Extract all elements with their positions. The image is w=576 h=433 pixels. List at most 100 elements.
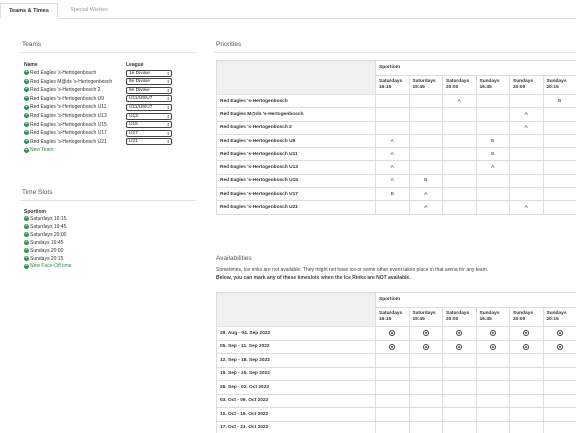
priority-cell[interactable] bbox=[509, 133, 544, 149]
time-slot-label[interactable]: Saturdays 19:45 bbox=[30, 223, 67, 230]
availability-cell[interactable] bbox=[509, 339, 544, 354]
availability-cell[interactable] bbox=[375, 393, 410, 408]
add-circle-icon[interactable]: + bbox=[24, 129, 29, 136]
add-circle-icon[interactable]: + bbox=[24, 112, 29, 119]
availability-cell[interactable] bbox=[408, 407, 443, 422]
radio-checked-icon[interactable] bbox=[422, 343, 429, 350]
availability-cell[interactable] bbox=[442, 353, 477, 368]
radio-checked-icon[interactable] bbox=[389, 343, 396, 350]
add-circle-icon[interactable]: + bbox=[24, 94, 29, 101]
availability-cell[interactable] bbox=[542, 326, 576, 341]
time-slot-label[interactable]: Saturdays 20:00 bbox=[30, 231, 67, 238]
priority-cell[interactable] bbox=[408, 107, 443, 122]
league-select[interactable]: U15 ⇕ bbox=[126, 121, 172, 129]
priority-cell[interactable] bbox=[542, 187, 576, 202]
time-slot-label[interactable]: Sundays 20:00 bbox=[30, 247, 64, 254]
availability-cell[interactable] bbox=[408, 339, 443, 354]
priority-cell[interactable] bbox=[442, 173, 477, 189]
priority-cell[interactable] bbox=[475, 107, 510, 122]
availability-cell[interactable] bbox=[542, 339, 576, 354]
priority-cell[interactable]: A bbox=[509, 200, 544, 215]
league-select[interactable]: U21 ⇕ bbox=[126, 138, 172, 146]
add-circle-icon[interactable]: + bbox=[24, 246, 29, 253]
priority-cell[interactable] bbox=[542, 147, 576, 162]
priority-cell[interactable] bbox=[408, 160, 443, 175]
add-circle-icon[interactable]: + bbox=[24, 120, 29, 127]
availability-cell[interactable] bbox=[442, 326, 477, 341]
add-circle-icon[interactable]: + bbox=[24, 86, 29, 93]
radio-checked-icon[interactable] bbox=[456, 343, 463, 350]
priority-cell[interactable] bbox=[375, 120, 410, 135]
priority-cell[interactable] bbox=[542, 107, 576, 122]
priority-cell[interactable] bbox=[408, 133, 443, 149]
time-slot-label[interactable]: Sundays 20:15 bbox=[30, 255, 64, 262]
availability-cell[interactable] bbox=[509, 326, 544, 341]
availability-cell[interactable] bbox=[408, 326, 443, 341]
availability-cell[interactable] bbox=[475, 393, 510, 408]
radio-checked-icon[interactable] bbox=[489, 330, 496, 337]
availability-cell[interactable] bbox=[475, 366, 510, 381]
priority-cell[interactable]: B bbox=[375, 187, 410, 202]
priority-cell[interactable] bbox=[542, 173, 576, 189]
priority-cell[interactable] bbox=[408, 147, 443, 162]
priority-cell[interactable] bbox=[442, 120, 477, 135]
radio-checked-icon[interactable] bbox=[422, 330, 429, 337]
priority-cell[interactable] bbox=[442, 107, 477, 122]
priority-cell[interactable] bbox=[509, 147, 544, 162]
priority-cell[interactable] bbox=[542, 200, 576, 215]
availability-cell[interactable] bbox=[542, 407, 576, 422]
radio-checked-icon[interactable] bbox=[523, 343, 530, 350]
priority-cell[interactable] bbox=[442, 187, 477, 202]
priority-cell[interactable]: A bbox=[509, 120, 544, 135]
league-select[interactable]: 5e Divisie ⇕ bbox=[126, 78, 172, 86]
add-circle-icon[interactable]: + bbox=[24, 77, 29, 84]
priority-cell[interactable] bbox=[475, 120, 510, 135]
priority-cell[interactable]: A bbox=[375, 133, 410, 149]
priority-cell[interactable] bbox=[375, 107, 410, 122]
priority-cell[interactable]: A bbox=[509, 107, 544, 122]
priority-cell[interactable] bbox=[509, 187, 544, 202]
priority-cell[interactable] bbox=[408, 93, 443, 109]
availability-cell[interactable] bbox=[542, 366, 576, 381]
league-select[interactable]: U13 ⇕ bbox=[126, 112, 172, 120]
team-name[interactable]: Red Eagles 's-Hertogenbosch U21 bbox=[30, 138, 107, 145]
priority-cell[interactable] bbox=[542, 133, 576, 149]
priority-cell[interactable] bbox=[375, 93, 410, 109]
team-name[interactable]: Red Eagles 's-Hertogenbosch U13 bbox=[30, 113, 107, 119]
add-circle-icon[interactable]: + bbox=[24, 103, 29, 110]
league-select[interactable]: U11/U9/U7 ⇕ bbox=[126, 95, 172, 103]
availability-cell[interactable] bbox=[442, 407, 477, 422]
radio-checked-icon[interactable] bbox=[489, 343, 496, 350]
availability-cell[interactable] bbox=[442, 366, 477, 381]
tab-special-wishes[interactable]: Special Wishes bbox=[70, 7, 108, 13]
priority-cell[interactable] bbox=[542, 120, 576, 135]
availability-cell[interactable] bbox=[475, 339, 510, 354]
priority-cell[interactable]: B bbox=[475, 133, 510, 149]
availability-cell[interactable] bbox=[375, 366, 410, 381]
availability-cell[interactable] bbox=[542, 393, 576, 408]
priority-cell[interactable] bbox=[442, 133, 477, 149]
availability-cell[interactable] bbox=[375, 407, 410, 422]
add-circle-icon[interactable]: + bbox=[24, 238, 29, 245]
availability-cell[interactable] bbox=[375, 326, 410, 341]
availability-cell[interactable] bbox=[442, 380, 477, 395]
availability-cell[interactable] bbox=[408, 380, 443, 395]
tab-teams-times[interactable]: Teams & Times bbox=[0, 3, 58, 19]
new-face-off-link[interactable]: + New Face-Off time bbox=[24, 263, 72, 270]
priority-cell[interactable]: A bbox=[408, 200, 443, 215]
availability-cell[interactable] bbox=[408, 366, 443, 381]
new-team-link[interactable]: + New Team bbox=[24, 146, 54, 154]
radio-checked-icon[interactable] bbox=[456, 330, 463, 337]
priority-cell[interactable] bbox=[375, 200, 410, 215]
priority-cell[interactable] bbox=[408, 120, 443, 135]
time-slot-label[interactable]: Saturdays 16:15 bbox=[30, 216, 67, 222]
priority-cell[interactable] bbox=[509, 160, 544, 175]
priority-cell[interactable]: B bbox=[475, 147, 510, 162]
availability-cell[interactable] bbox=[442, 339, 477, 354]
availability-cell[interactable] bbox=[408, 353, 443, 368]
team-name[interactable]: Red Eagles M@ds 's-Hertogenbosch bbox=[30, 78, 113, 85]
availability-cell[interactable] bbox=[475, 326, 510, 341]
team-name[interactable]: Red Eagles 's-Hertogenbosch bbox=[30, 70, 97, 76]
league-select[interactable]: 6e Divisie ⇕ bbox=[126, 86, 172, 94]
priority-cell[interactable]: A bbox=[408, 187, 443, 202]
